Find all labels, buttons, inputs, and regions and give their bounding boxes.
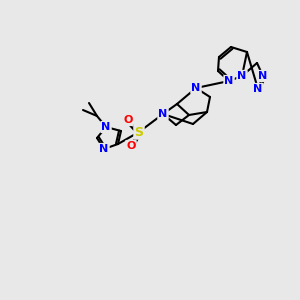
Text: S: S: [134, 125, 143, 139]
Text: N: N: [258, 71, 268, 81]
Text: N: N: [101, 122, 111, 132]
Text: O: O: [123, 115, 133, 125]
Text: N: N: [158, 109, 168, 119]
Text: N: N: [99, 144, 109, 154]
Text: N: N: [237, 71, 247, 81]
Text: N: N: [254, 84, 262, 94]
Text: O: O: [126, 141, 136, 151]
Text: N: N: [191, 83, 201, 93]
Text: N: N: [224, 76, 234, 86]
